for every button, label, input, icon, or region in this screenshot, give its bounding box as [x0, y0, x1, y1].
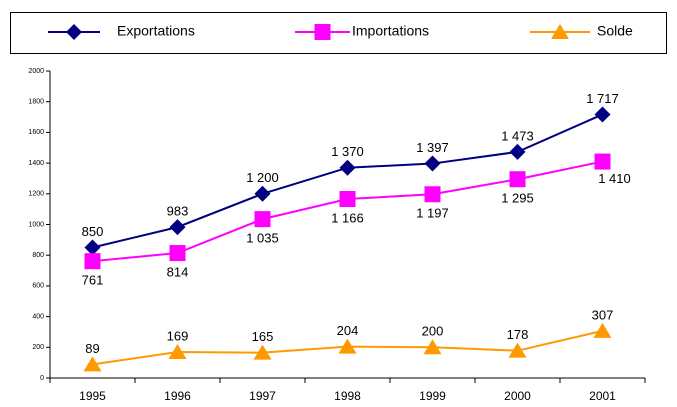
data-point [594, 106, 611, 123]
data-label: 761 [82, 273, 104, 288]
y-tick-label: 1800 [28, 99, 44, 106]
data-label: 814 [167, 264, 189, 279]
legend-marker [66, 24, 82, 40]
legend-marker [314, 24, 331, 40]
y-tick-label: 1200 [28, 191, 44, 198]
data-point [423, 339, 442, 355]
data-label: 1 397 [416, 140, 449, 155]
legend-marker [551, 24, 569, 39]
data-label: 850 [82, 224, 104, 239]
data-point [253, 344, 272, 360]
data-point [83, 356, 102, 372]
data-label: 200 [422, 324, 444, 339]
data-point [339, 159, 356, 176]
y-tick-label: 200 [32, 344, 44, 351]
data-point [424, 186, 441, 203]
data-point [84, 239, 101, 256]
data-point [593, 322, 612, 338]
data-label: 983 [167, 204, 189, 219]
data-point [509, 171, 526, 188]
data-point [338, 338, 357, 354]
data-label: 1 370 [331, 144, 364, 159]
legend-label: Importations [352, 23, 429, 39]
data-point [594, 153, 611, 170]
data-label: 1 200 [246, 170, 279, 185]
data-label: 1 473 [501, 128, 534, 143]
legend-label: Solde [597, 23, 633, 39]
y-tick-label: 0 [40, 375, 44, 382]
y-tick-label: 1600 [28, 129, 44, 136]
data-label: 307 [592, 307, 614, 322]
data-label: 1 035 [246, 231, 279, 246]
data-label: 1 717 [586, 91, 619, 106]
data-label: 1 166 [331, 210, 364, 225]
data-point [339, 191, 356, 208]
data-label: 169 [167, 328, 189, 343]
data-label: 178 [507, 327, 529, 342]
y-tick-label: 600 [32, 283, 44, 290]
data-point [424, 155, 441, 172]
y-tick-label: 2000 [28, 68, 44, 75]
data-label: 204 [337, 323, 359, 338]
data-label: 165 [252, 329, 274, 344]
data-label: 89 [85, 341, 99, 356]
data-point [169, 245, 186, 262]
y-tick-label: 1400 [28, 160, 44, 167]
x-tick-label: 2001 [589, 389, 616, 403]
x-tick-label: 2000 [504, 389, 531, 403]
data-point [254, 211, 271, 228]
y-tick-label: 1000 [28, 221, 44, 228]
data-label: 1 197 [416, 206, 449, 221]
x-tick-label: 1998 [334, 389, 361, 403]
legend-label: Exportations [117, 23, 195, 39]
data-label: 1 295 [501, 191, 534, 206]
data-point [84, 253, 101, 270]
data-point [168, 344, 187, 360]
x-tick-label: 1999 [419, 389, 446, 403]
x-tick-label: 1995 [79, 389, 106, 403]
x-tick-label: 1997 [249, 389, 276, 403]
data-label: 1 410 [598, 171, 631, 186]
data-point [169, 219, 186, 236]
y-tick-label: 400 [32, 313, 44, 320]
data-point [509, 143, 526, 160]
y-tick-label: 800 [32, 252, 44, 259]
data-point [254, 185, 271, 202]
data-point [508, 342, 527, 358]
x-tick-label: 1996 [164, 389, 191, 403]
